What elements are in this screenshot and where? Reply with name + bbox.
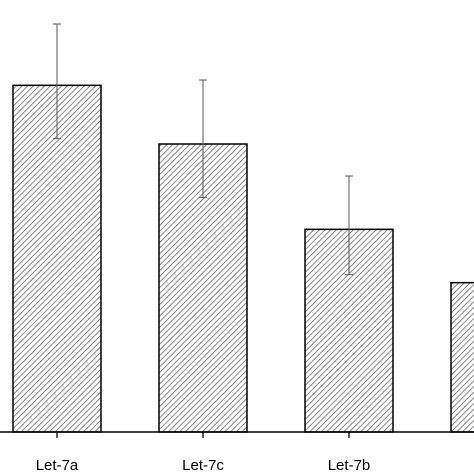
bars-layer [12, 84, 474, 433]
x-ticks-layer [56, 432, 350, 438]
error-bar-let-7c [199, 79, 207, 198]
bar-let-7a [12, 84, 102, 433]
x-tick-label-let-7a: Let-7a [36, 457, 79, 474]
error-bar-let-7b [345, 175, 353, 276]
x-tick-label-let-7c: Let-7c [182, 457, 224, 474]
bar-l [450, 281, 474, 433]
x-tick-label-let-7b: Let-7b [328, 457, 371, 474]
error-bars-layer [53, 23, 353, 276]
error-bar-let-7a [53, 23, 61, 140]
